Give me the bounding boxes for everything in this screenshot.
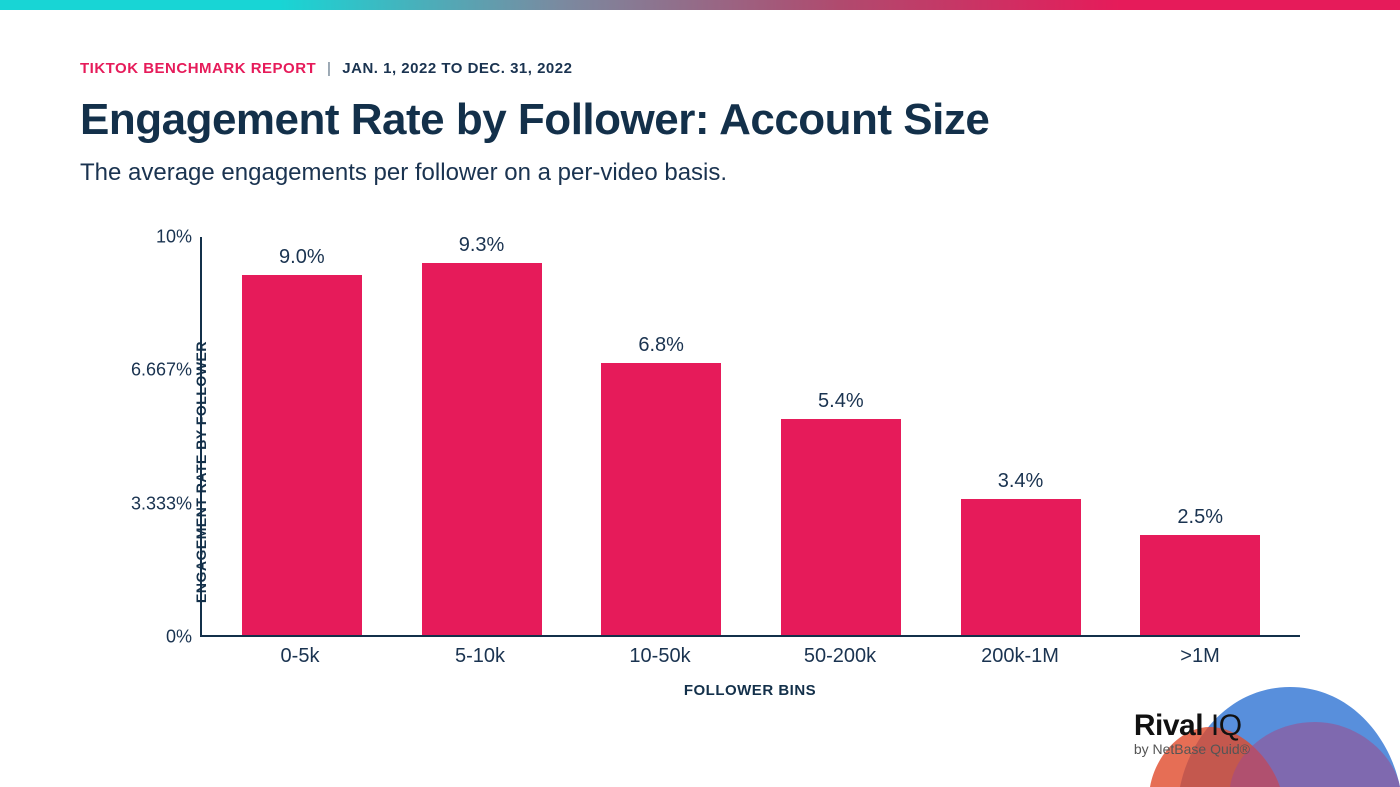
bar-column: 6.8% xyxy=(571,237,751,635)
y-tick: 10% xyxy=(122,227,192,248)
bar-value-label: 9.0% xyxy=(212,246,392,269)
y-tick: 6.667% xyxy=(122,360,192,381)
plot-area: 9.0%9.3%6.8%5.4%3.4%2.5% 0%3.333%6.667%1… xyxy=(200,237,1300,637)
bar-column: 9.0% xyxy=(212,237,392,635)
bar-value-label: 2.5% xyxy=(1110,506,1290,529)
chart: ENGAGEMENT RATE BY FOLLOWER 9.0%9.3%6.8%… xyxy=(80,237,1300,707)
bar-column: 3.4% xyxy=(931,237,1111,635)
bar xyxy=(422,263,542,635)
bar-value-label: 6.8% xyxy=(571,334,751,357)
eyebrow: TIKTOK BENCHMARK REPORT | JAN. 1, 2022 T… xyxy=(80,60,1320,77)
content-area: TIKTOK BENCHMARK REPORT | JAN. 1, 2022 T… xyxy=(0,10,1400,707)
bar xyxy=(242,275,362,635)
bars-container: 9.0%9.3% 6.8% 5.4% 3.4% 2.5% xyxy=(202,237,1300,635)
bar-column: 9.3% xyxy=(392,237,572,635)
x-tick: 200k-1M xyxy=(930,645,1110,668)
x-ticks: 0-5k5-10k10-50k50-200k200k-1M>1M xyxy=(200,645,1300,668)
x-tick: >1M xyxy=(1110,645,1290,668)
x-tick: 10-50k xyxy=(570,645,750,668)
brand-byline: by NetBase Quid® xyxy=(1134,741,1250,757)
bar xyxy=(961,499,1081,635)
x-tick: 0-5k xyxy=(210,645,390,668)
bar-column: 5.4% xyxy=(751,237,931,635)
page-subtitle: The average engagements per follower on … xyxy=(80,159,1320,187)
x-tick: 5-10k xyxy=(390,645,570,668)
bar xyxy=(1140,535,1260,635)
brand-name: Rival IQ xyxy=(1134,709,1250,743)
top-gradient-bar xyxy=(0,0,1400,10)
x-tick: 50-200k xyxy=(750,645,930,668)
bar-value-label: 9.3% xyxy=(392,234,572,257)
bar-value-label: 3.4% xyxy=(931,470,1111,493)
y-tick: 3.333% xyxy=(122,493,192,514)
bar xyxy=(781,419,901,635)
report-label: TIKTOK BENCHMARK REPORT xyxy=(80,60,316,77)
x-axis-label: FOLLOWER BINS xyxy=(200,682,1300,699)
logo-text: Rival IQ by NetBase Quid® xyxy=(1134,709,1250,757)
date-range: JAN. 1, 2022 TO DEC. 31, 2022 xyxy=(342,60,572,77)
y-tick: 0% xyxy=(122,627,192,648)
eyebrow-separator: | xyxy=(327,60,332,77)
bar-value-label: 5.4% xyxy=(751,390,931,413)
page-title: Engagement Rate by Follower: Account Siz… xyxy=(80,95,1320,145)
bar xyxy=(601,363,721,635)
bar-column: 2.5% xyxy=(1110,237,1290,635)
